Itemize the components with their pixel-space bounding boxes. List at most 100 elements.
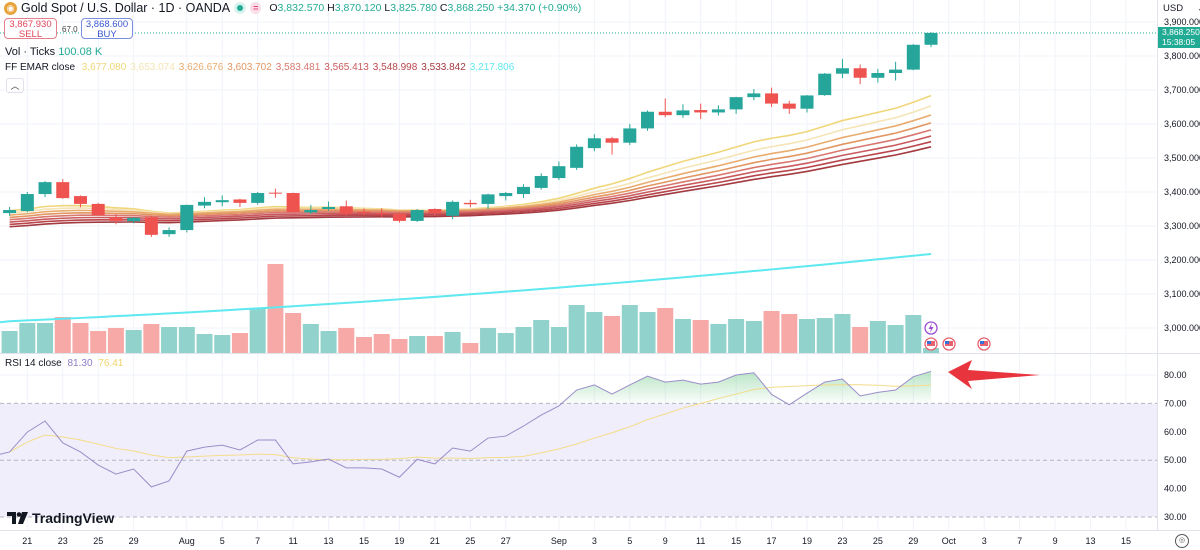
- candle[interactable]: [251, 192, 265, 205]
- candle[interactable]: [233, 198, 247, 207]
- time-axis-label: 21: [22, 536, 32, 546]
- symbol-title[interactable]: Gold Spot / U.S. Dollar · 1D · OANDA: [21, 1, 231, 15]
- candle[interactable]: [906, 44, 920, 71]
- candle[interactable]: [835, 59, 849, 79]
- event-icons: [924, 321, 991, 351]
- candle[interactable]: [676, 104, 690, 118]
- candle[interactable]: [3, 206, 17, 216]
- candle-body: [729, 97, 743, 110]
- tradingview-logo[interactable]: TradingView: [7, 510, 114, 526]
- time-axis-label: 3: [982, 536, 987, 546]
- candle[interactable]: [818, 73, 832, 96]
- volume-bar: [37, 323, 54, 353]
- us-flag-event-icon[interactable]: [942, 337, 956, 351]
- candle[interactable]: [534, 173, 548, 190]
- rsi-axis-label: 50.00: [1164, 455, 1187, 465]
- candle[interactable]: [694, 103, 708, 119]
- candle-body: [889, 69, 903, 73]
- time-axis-label: Sep: [551, 536, 567, 546]
- market-open-status-icon[interactable]: [234, 2, 247, 14]
- volume-bar: [568, 305, 585, 353]
- currency-selector[interactable]: USD⌄: [1163, 3, 1200, 14]
- candle[interactable]: [286, 192, 300, 213]
- volume-legend[interactable]: Vol · Ticks 100.08 K: [5, 46, 103, 58]
- candle[interactable]: [56, 179, 70, 199]
- ema-legend-value: 3,603.702: [227, 62, 272, 73]
- candle[interactable]: [623, 124, 637, 146]
- candle-body: [392, 213, 406, 221]
- bar-countdown: 15:38:05: [1162, 37, 1196, 47]
- candle[interactable]: [481, 193, 495, 209]
- candle[interactable]: [924, 32, 938, 48]
- price-axis-label: 3,400.000: [1164, 187, 1200, 197]
- candle[interactable]: [552, 161, 566, 181]
- candle[interactable]: [91, 202, 105, 216]
- candle[interactable]: [20, 192, 34, 213]
- candle[interactable]: [38, 181, 52, 198]
- candle[interactable]: [339, 200, 353, 216]
- time-axis-label: 29: [908, 536, 918, 546]
- candle[interactable]: [198, 197, 212, 209]
- candle[interactable]: [463, 199, 477, 208]
- candle[interactable]: [304, 204, 318, 215]
- candle[interactable]: [73, 195, 87, 208]
- candle-body: [623, 128, 637, 143]
- candle[interactable]: [375, 208, 389, 218]
- volume-bar: [710, 324, 727, 353]
- candle[interactable]: [711, 105, 725, 116]
- us-flag-event-icon[interactable]: [977, 337, 991, 351]
- volume-bar: [249, 308, 266, 353]
- candle-body: [711, 109, 725, 113]
- candle[interactable]: [180, 204, 194, 233]
- ema-legend[interactable]: FF EMAR close 3,677.080 3,653.074 3,626.67…: [5, 62, 515, 73]
- candle[interactable]: [392, 212, 406, 223]
- rsi-legend[interactable]: RSI 14 close 81.30 76.41: [5, 358, 124, 369]
- red-arrow-annotation[interactable]: [948, 360, 1040, 389]
- candle[interactable]: [570, 144, 584, 170]
- candle[interactable]: [853, 64, 867, 85]
- data-status-pill[interactable]: =: [250, 2, 262, 14]
- axes: 3,900.000 3,800.000 3,700.000 3,600.000 3,50…: [22, 17, 1200, 546]
- candle[interactable]: [428, 208, 442, 216]
- volume-bar: [231, 333, 248, 353]
- candle[interactable]: [747, 88, 761, 101]
- candle[interactable]: [641, 110, 655, 131]
- chart-settings-icon[interactable]: ◎: [1175, 534, 1189, 548]
- candle[interactable]: [410, 209, 424, 222]
- time-axis-label: 3: [592, 536, 597, 546]
- candle[interactable]: [268, 188, 282, 198]
- buy-button[interactable]: 3,868.600 BUY: [81, 18, 133, 40]
- sell-button[interactable]: 3,867.930 SELL: [4, 18, 57, 40]
- candle[interactable]: [162, 227, 176, 237]
- candle[interactable]: [765, 87, 779, 107]
- ohlc-values: O3,832.570 H3,870.120 L3,825.780 C3,868.…: [269, 2, 582, 14]
- candle[interactable]: [871, 68, 885, 83]
- candle[interactable]: [889, 61, 903, 81]
- rsi-axis-label: 60.00: [1164, 427, 1187, 437]
- volume-bar: [426, 336, 443, 353]
- candle[interactable]: [729, 96, 743, 114]
- candle[interactable]: [322, 201, 336, 211]
- ema-line: [9, 146, 932, 228]
- volume-bar: [409, 336, 426, 353]
- lightning-event-icon[interactable]: [924, 321, 938, 335]
- ema-legend-value: 3,217.806: [469, 62, 515, 73]
- candle[interactable]: [215, 195, 229, 207]
- candle[interactable]: [658, 98, 672, 118]
- candle[interactable]: [587, 134, 601, 152]
- collapse-legend-button[interactable]: ︿: [6, 78, 24, 93]
- candle[interactable]: [127, 217, 141, 224]
- candle[interactable]: [109, 214, 123, 225]
- candle[interactable]: [800, 95, 814, 113]
- candle[interactable]: [357, 208, 371, 216]
- us-flag-event-icon[interactable]: [924, 337, 938, 351]
- candle[interactable]: [516, 184, 530, 199]
- candle[interactable]: [782, 100, 796, 114]
- time-axis-label: 19: [394, 536, 404, 546]
- candle[interactable]: [446, 200, 460, 220]
- candle[interactable]: [499, 192, 513, 201]
- candle[interactable]: [144, 215, 158, 237]
- candle[interactable]: [605, 136, 619, 155]
- candle-body: [463, 202, 477, 205]
